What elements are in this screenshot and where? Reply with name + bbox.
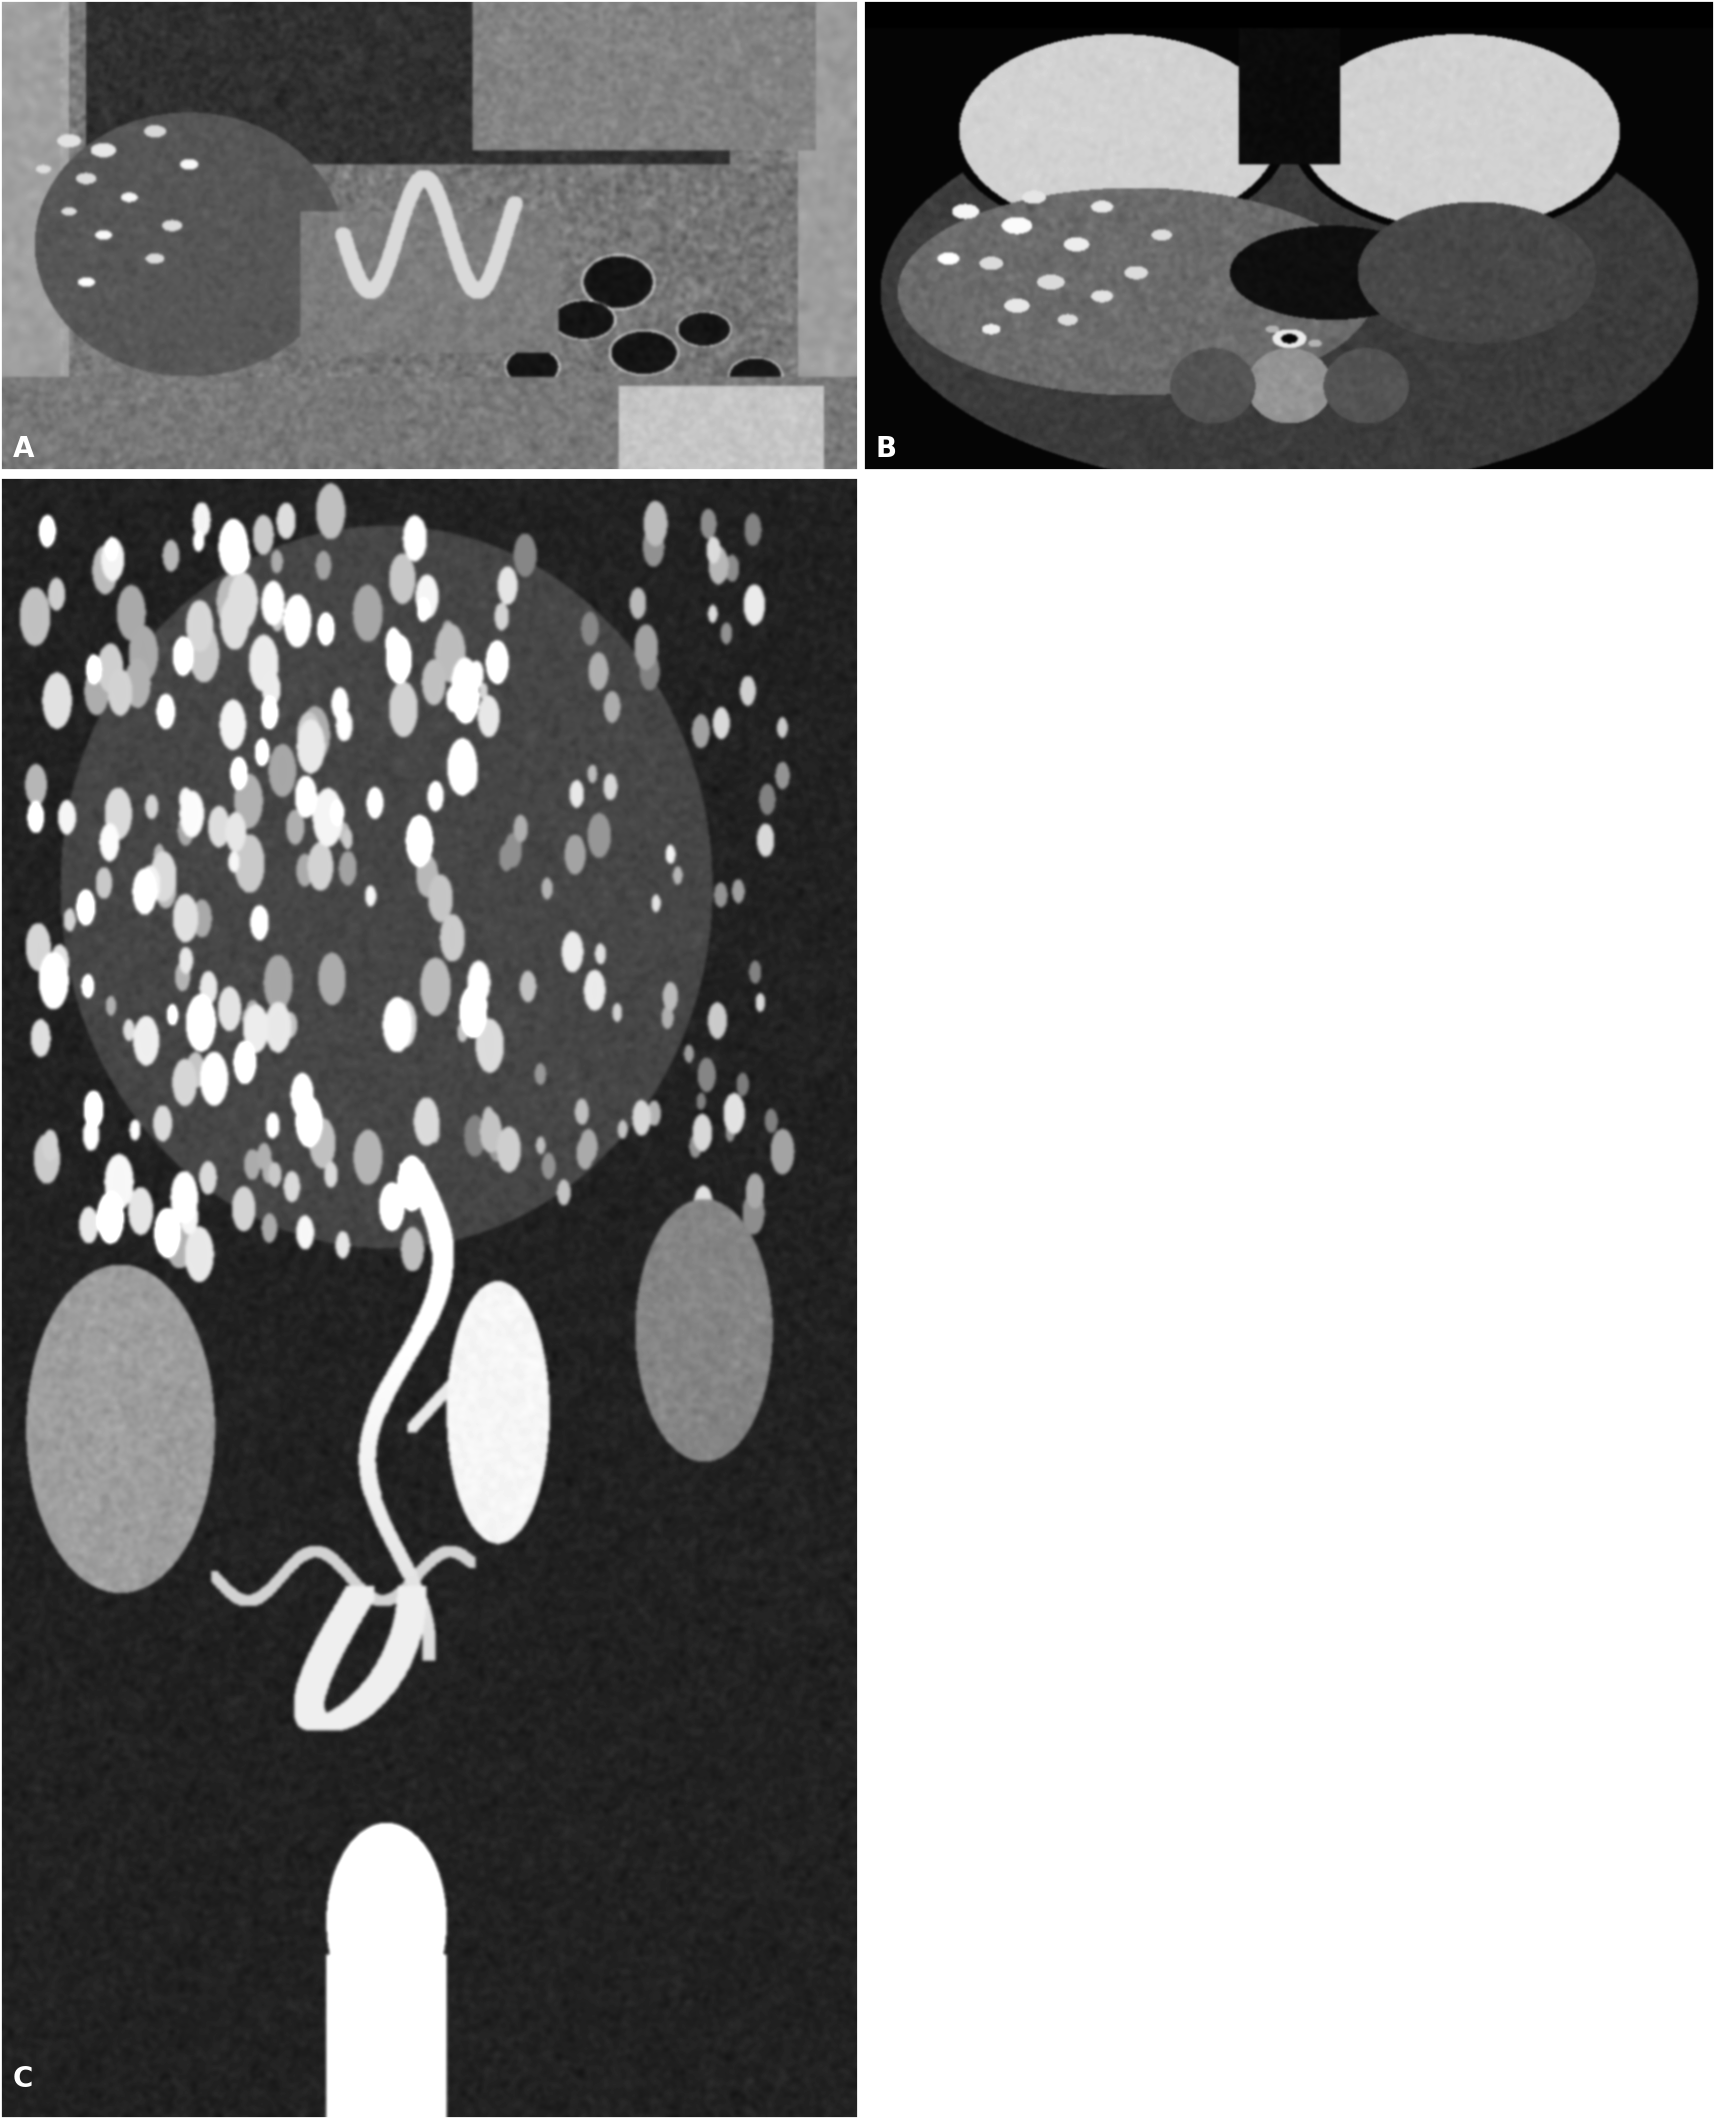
Text: B: B — [876, 434, 896, 464]
Text: A: A — [14, 434, 34, 464]
Text: C: C — [14, 2065, 33, 2093]
